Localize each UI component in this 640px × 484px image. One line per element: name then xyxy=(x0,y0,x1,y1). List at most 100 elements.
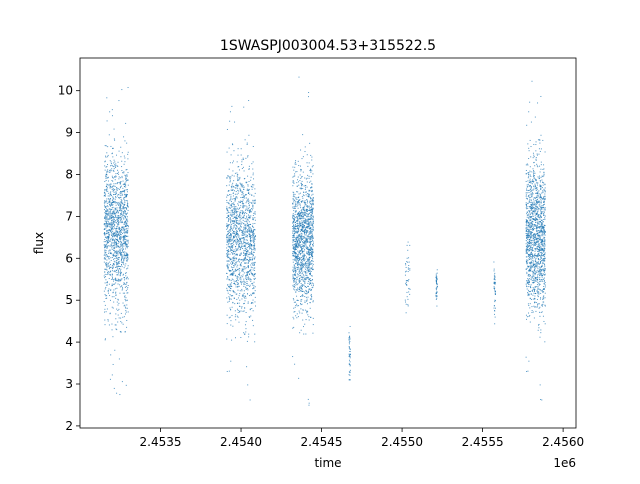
data-point xyxy=(308,254,310,256)
data-point xyxy=(235,262,237,264)
data-point xyxy=(238,258,240,260)
data-point xyxy=(307,276,309,278)
data-point xyxy=(405,301,406,303)
data-point xyxy=(109,226,111,228)
data-point xyxy=(301,270,303,272)
data-point xyxy=(125,229,127,231)
data-point xyxy=(125,248,127,250)
data-point xyxy=(247,301,249,303)
data-point xyxy=(237,184,239,186)
data-point xyxy=(303,230,305,232)
data-point xyxy=(292,239,294,241)
data-point xyxy=(295,244,297,246)
data-point xyxy=(245,247,247,249)
data-point xyxy=(298,253,300,255)
data-point xyxy=(228,215,230,217)
data-point xyxy=(122,251,124,253)
data-point xyxy=(234,260,236,262)
data-point xyxy=(540,168,542,170)
data-point xyxy=(305,247,307,249)
data-point xyxy=(306,210,308,212)
data-point xyxy=(231,315,233,317)
data-point xyxy=(311,200,313,202)
data-point xyxy=(245,287,247,289)
data-point xyxy=(295,228,297,230)
data-point xyxy=(297,250,299,252)
data-point xyxy=(125,275,127,277)
data-point xyxy=(306,263,308,265)
data-point xyxy=(228,190,230,192)
data-point xyxy=(301,252,303,254)
data-point xyxy=(301,249,303,251)
data-point xyxy=(109,250,111,252)
data-point xyxy=(303,225,305,227)
data-point xyxy=(543,232,545,234)
data-point xyxy=(311,249,313,251)
data-point xyxy=(242,199,244,201)
data-point xyxy=(245,288,247,290)
data-point xyxy=(299,220,301,222)
data-point xyxy=(125,272,127,274)
data-point xyxy=(228,235,230,237)
data-point xyxy=(302,294,304,296)
data-point xyxy=(105,264,107,266)
data-point xyxy=(240,336,242,338)
data-point xyxy=(297,207,299,209)
data-point xyxy=(104,189,106,191)
data-point xyxy=(239,217,241,219)
data-point xyxy=(293,247,295,249)
data-point xyxy=(107,221,109,223)
data-point xyxy=(123,198,125,200)
data-point xyxy=(306,220,308,222)
data-point xyxy=(236,197,238,199)
data-point xyxy=(302,218,304,220)
data-point xyxy=(244,262,246,264)
data-point xyxy=(106,282,108,284)
data-point xyxy=(301,210,303,212)
data-point xyxy=(300,250,302,251)
data-point xyxy=(119,202,121,204)
data-point xyxy=(243,206,245,208)
data-point xyxy=(309,190,311,192)
data-point xyxy=(312,249,314,251)
data-point xyxy=(306,208,308,210)
data-point xyxy=(243,195,245,197)
data-point xyxy=(244,220,246,222)
data-point xyxy=(105,241,107,243)
data-point xyxy=(536,265,538,267)
data-point xyxy=(297,316,299,318)
data-point xyxy=(528,244,530,246)
data-point xyxy=(436,284,438,286)
data-point xyxy=(311,221,313,223)
data-point xyxy=(116,329,118,331)
data-point xyxy=(103,209,105,211)
data-point xyxy=(311,198,313,200)
data-point xyxy=(306,246,308,248)
data-point xyxy=(124,225,126,227)
data-point xyxy=(526,286,528,288)
data-point xyxy=(118,257,120,259)
data-point xyxy=(300,261,302,263)
data-point xyxy=(244,247,246,249)
data-point xyxy=(230,222,232,224)
data-point xyxy=(122,235,124,237)
data-point xyxy=(254,199,256,201)
data-point xyxy=(292,266,294,268)
data-point xyxy=(111,213,113,215)
data-point xyxy=(231,223,233,225)
data-point xyxy=(239,178,241,180)
data-point xyxy=(110,226,112,228)
data-point xyxy=(296,220,298,222)
data-point xyxy=(537,293,539,295)
data-point xyxy=(237,179,239,181)
data-point xyxy=(312,265,314,267)
data-point xyxy=(293,199,295,201)
data-point xyxy=(305,178,307,180)
data-point xyxy=(236,216,238,218)
data-point xyxy=(304,202,306,204)
data-point xyxy=(304,204,306,206)
data-point xyxy=(526,318,528,320)
data-point xyxy=(302,207,304,209)
data-point xyxy=(228,203,230,205)
data-point xyxy=(121,244,123,246)
